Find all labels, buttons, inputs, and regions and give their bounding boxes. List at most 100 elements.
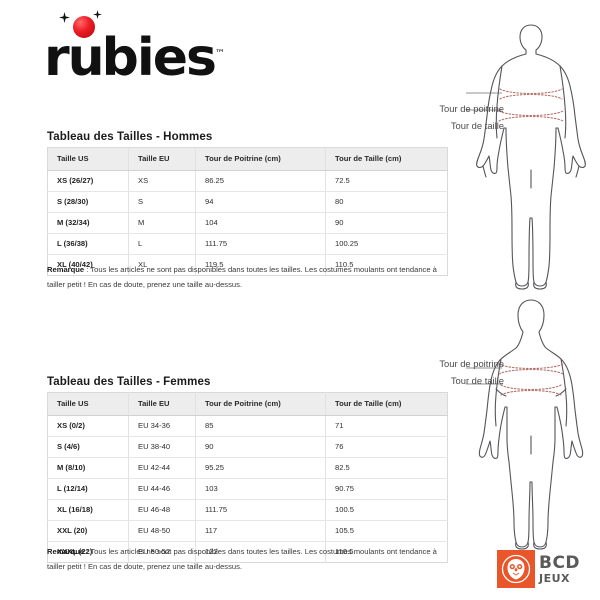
- cell-waist: 80: [325, 191, 448, 213]
- cell-size-us: XS (26/27): [47, 170, 129, 192]
- cell-chest: 111.75: [195, 233, 326, 255]
- note-label: Remarque: [47, 265, 85, 274]
- cell-waist: 90: [325, 212, 448, 234]
- rubies-wordmark: ru bies™: [44, 10, 225, 88]
- column-header: Tour de Taille (cm): [325, 147, 448, 171]
- waist-measure-line: [500, 384, 562, 391]
- men-size-table: Taille US Taille EU Tour de Poitrine (cm…: [47, 147, 448, 276]
- cell-size-eu: EU 34-36: [128, 415, 196, 437]
- logo-letter-u-group: u: [58, 10, 105, 88]
- table-row: XL (16/18) EU 46-48 111.75 100.5: [47, 499, 448, 521]
- column-header: Taille EU: [128, 392, 196, 416]
- cell-waist: 72.5: [325, 170, 448, 192]
- cell-chest: 122: [195, 541, 326, 563]
- cell-size-us: S (28/30): [47, 191, 129, 213]
- cell-size-us: XL (40/42): [47, 254, 129, 276]
- column-header: Taille US: [47, 147, 129, 171]
- cell-size-eu: XL: [128, 254, 196, 276]
- cell-size-us: XL (16/18): [47, 499, 129, 521]
- cell-size-eu: L: [128, 233, 196, 255]
- male-body-diagram: Tour de poitrine Tour de taille: [424, 20, 596, 295]
- cell-waist: 100.5: [325, 499, 448, 521]
- note-text: : Tous les articles ne sont pas disponib…: [47, 547, 437, 571]
- bcd-jeux-logo: BCD JEUX: [497, 550, 580, 588]
- cell-chest: 111.75: [195, 499, 326, 521]
- cell-waist: 100.25: [325, 233, 448, 255]
- cell-size-us: XS (0/2): [47, 415, 129, 437]
- women-size-note: Remarque : Tous les articles ne sont pas…: [47, 544, 451, 574]
- male-chest-label: Tour de poitrine: [439, 103, 504, 114]
- table-row: XL (40/42) XL 119.5 110.5: [47, 254, 448, 276]
- female-body-diagram: Tour de poitrine Tour de taille: [424, 296, 596, 556]
- cell-size-eu: EU 44-46: [128, 478, 196, 500]
- table-row: L (12/14) EU 44-46 103 90.75: [47, 478, 448, 500]
- rubies-logo: ru bies™: [44, 10, 225, 88]
- women-size-table-title: Tableau des Tailles - Femmes: [47, 376, 211, 388]
- cell-waist: 90.75: [325, 478, 448, 500]
- table-row: L (36/38) L 111.75 100.25: [47, 233, 448, 255]
- cell-chest: 95.25: [195, 457, 326, 479]
- column-header: Tour de Taille (cm): [325, 392, 448, 416]
- cell-chest: 90: [195, 436, 326, 458]
- cell-chest: 103: [195, 478, 326, 500]
- cell-size-eu: XS: [128, 170, 196, 192]
- cell-size-eu: M: [128, 212, 196, 234]
- waist-measure-line: [498, 110, 564, 116]
- cell-size-eu: EU 46-48: [128, 499, 196, 521]
- table-row: M (32/34) M 104 90: [47, 212, 448, 234]
- female-figure-svg: [424, 299, 584, 550]
- table-row: S (28/30) S 94 80: [47, 191, 448, 213]
- bcd-text: BCD: [539, 552, 581, 573]
- red-sphere-icon: [72, 16, 95, 38]
- table-header-row: Taille US Taille EU Tour de Poitrine (cm…: [47, 392, 448, 416]
- cell-chest: 117: [195, 520, 326, 542]
- cell-size-us: L (36/38): [47, 233, 129, 255]
- cell-chest: 94: [195, 191, 326, 213]
- cell-size-us: XXXL (22): [47, 541, 129, 563]
- table-row: S (4/6) EU 38-40 90 76: [47, 436, 448, 458]
- cell-size-eu: S: [128, 191, 196, 213]
- female-waist-label: Tour de taille: [450, 375, 504, 386]
- cell-chest: 119.5: [195, 254, 326, 276]
- bcd-jeux-wordmark: BCD JEUX: [539, 552, 581, 585]
- male-figure-svg: [424, 24, 586, 290]
- chest-measure-line: [498, 363, 564, 369]
- owl-icon: [501, 554, 531, 584]
- table-row: XXXL (22) EU 50-52 122 110.5: [47, 541, 448, 563]
- men-size-table-title: Tableau des Tailles - Hommes: [47, 131, 213, 143]
- column-header: Taille EU: [128, 147, 196, 171]
- male-waist-label: Tour de taille: [450, 120, 504, 131]
- cell-size-eu: EU 42-44: [128, 457, 196, 479]
- jeux-text: JEUX: [539, 571, 571, 585]
- cell-size-us: XXL (20): [47, 520, 129, 542]
- cell-waist: 76: [325, 436, 448, 458]
- table-row: XS (26/27) XS 86.25 72.5: [47, 170, 448, 192]
- cell-waist: 105.5: [325, 520, 448, 542]
- cell-size-eu: EU 38-40: [128, 436, 196, 458]
- note-label: Remarque: [47, 547, 85, 556]
- cell-size-us: S (4/6): [47, 436, 129, 458]
- table-row: XXL (20) EU 48-50 117 105.5: [47, 520, 448, 542]
- cell-waist: 110.5: [335, 547, 354, 556]
- logo-letter-r: r: [44, 28, 70, 88]
- owl-badge: [497, 550, 535, 588]
- chest-measure-line: [499, 88, 563, 94]
- sparkle-star-icon: [58, 12, 70, 23]
- cell-chest: 86.25: [195, 170, 326, 192]
- column-header: Taille US: [47, 392, 129, 416]
- trademark-symbol: ™: [214, 48, 225, 60]
- note-text: : Tous les articles ne sont pas disponib…: [47, 265, 437, 289]
- men-size-note: Remarque : Tous les articles ne sont pas…: [47, 262, 451, 292]
- cell-waist: 71: [325, 415, 448, 437]
- cell-size-us: M (32/34): [47, 212, 129, 234]
- logo-letters-bies: bies: [101, 28, 217, 88]
- column-header: Tour de Poitrine (cm): [195, 147, 326, 171]
- cell-size-eu: EU 48-50: [128, 520, 196, 542]
- cell-waist: 110.5: [335, 260, 354, 269]
- female-chest-label: Tour de poitrine: [439, 358, 504, 369]
- cell-chest: 104: [195, 212, 326, 234]
- table-header-row: Taille US Taille EU Tour de Poitrine (cm…: [47, 147, 448, 171]
- cell-size-eu: EU 50-52: [128, 541, 196, 563]
- logo-letter-u: u: [67, 28, 105, 88]
